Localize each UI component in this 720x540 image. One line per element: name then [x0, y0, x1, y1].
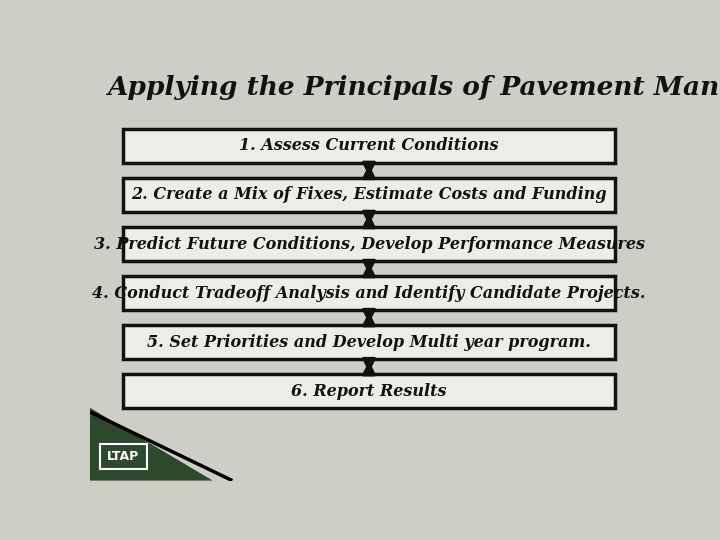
Text: Applying the Principals of Pavement Management.: Applying the Principals of Pavement Mana… — [107, 75, 720, 100]
Text: LTAP: LTAP — [107, 450, 140, 463]
Text: 5. Set Priorities and Develop Multi year program.: 5. Set Priorities and Develop Multi year… — [147, 334, 591, 350]
FancyBboxPatch shape — [100, 444, 148, 469]
Text: 6. Report Results: 6. Report Results — [292, 383, 446, 400]
FancyBboxPatch shape — [124, 276, 615, 310]
FancyBboxPatch shape — [124, 178, 615, 212]
FancyBboxPatch shape — [124, 374, 615, 408]
FancyBboxPatch shape — [124, 227, 615, 261]
FancyBboxPatch shape — [124, 325, 615, 359]
Text: 2. Create a Mix of Fixes, Estimate Costs and Funding: 2. Create a Mix of Fixes, Estimate Costs… — [131, 186, 607, 204]
Text: 4. Conduct Tradeoff Analysis and Identify Candidate Projects.: 4. Conduct Tradeoff Analysis and Identif… — [92, 285, 646, 301]
Polygon shape — [90, 408, 213, 481]
Text: 1. Assess Current Conditions: 1. Assess Current Conditions — [239, 137, 499, 154]
Text: 3. Predict Future Conditions, Develop Performance Measures: 3. Predict Future Conditions, Develop Pe… — [94, 235, 644, 253]
FancyBboxPatch shape — [124, 129, 615, 163]
